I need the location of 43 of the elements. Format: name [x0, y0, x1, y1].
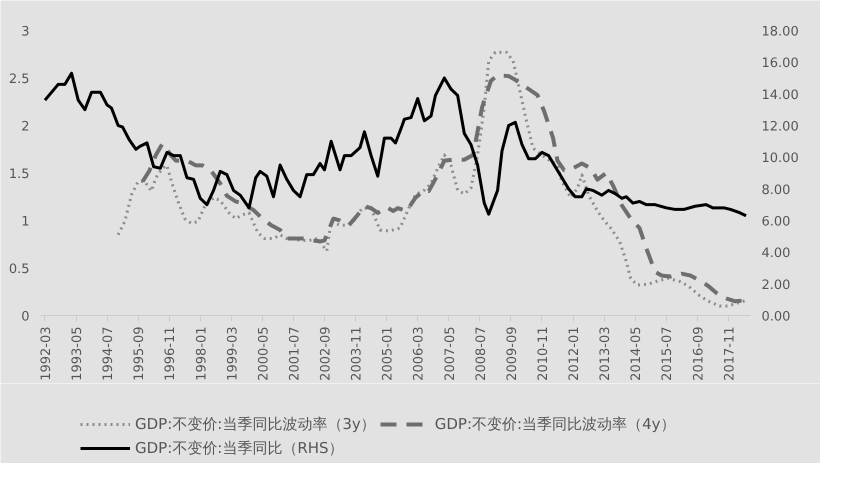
legend-label: GDP:不变价:当季同比波动率（4y）: [434, 414, 676, 434]
x-tick-label: 2013-03: [598, 326, 614, 381]
y-tick-label: 0.5: [8, 262, 30, 277]
x-tick-label: 2007-05: [442, 326, 458, 381]
x-tick-label: 2005-01: [380, 326, 396, 381]
y-tick-label: 2.5: [8, 72, 30, 87]
x-tick-label: 1998-01: [194, 326, 210, 381]
x-tick-label: 2012-01: [567, 326, 582, 381]
legend-label: GDP:不变价:当季同比（RHS）: [135, 438, 344, 458]
y-tick-label: 0: [21, 310, 30, 324]
y2-tick-label: 2.00: [762, 278, 790, 293]
x-tick-label: 2001-07: [287, 326, 302, 381]
y-tick-label: 2: [21, 120, 30, 134]
y2-tick-label: 10.00: [762, 151, 799, 166]
y-tick-label: 3: [21, 24, 30, 40]
x-tick-label: 2010-11: [536, 326, 551, 381]
x-tick-label: 2017-11: [722, 326, 738, 381]
x-tick-label: 2008-07: [474, 326, 489, 381]
x-tick-label: 2015-07: [660, 326, 676, 381]
x-tick-label: 1995-09: [132, 326, 148, 381]
x-tick-label: 1992-03: [38, 326, 54, 381]
x-tick-label: 1999-03: [225, 326, 240, 381]
y2-tick-label: 12.00: [762, 120, 799, 134]
x-tick-label: 2014-05: [629, 326, 644, 381]
y2-tick-label: 0.00: [762, 310, 790, 324]
x-tick-label: 2016-09: [691, 326, 706, 381]
x-tick-label: 2003-11: [350, 326, 365, 381]
x-tick-label: 2006-03: [412, 326, 427, 381]
y2-tick-label: 16.00: [762, 56, 799, 72]
x-tick-label: 1994-07: [101, 326, 116, 381]
x-tick-label: 2000-05: [256, 326, 272, 381]
y2-tick-label: 4.00: [762, 246, 790, 262]
y-tick-label: 1.5: [8, 167, 30, 182]
x-tick-label: 1996-11: [163, 326, 178, 381]
y2-tick-label: 8.00: [762, 182, 790, 198]
y2-tick-label: 18.00: [762, 24, 799, 40]
x-tick-label: 2002-09: [318, 326, 334, 381]
legend-label: GDP:不变价:当季同比波动率（3y）: [135, 414, 376, 434]
y2-tick-label: 14.00: [762, 88, 799, 103]
y-tick-label: 1: [21, 214, 30, 230]
y2-tick-label: 6.00: [762, 214, 790, 230]
x-tick-label: 1993-05: [70, 326, 85, 381]
x-tick-label: 2009-09: [504, 326, 520, 381]
